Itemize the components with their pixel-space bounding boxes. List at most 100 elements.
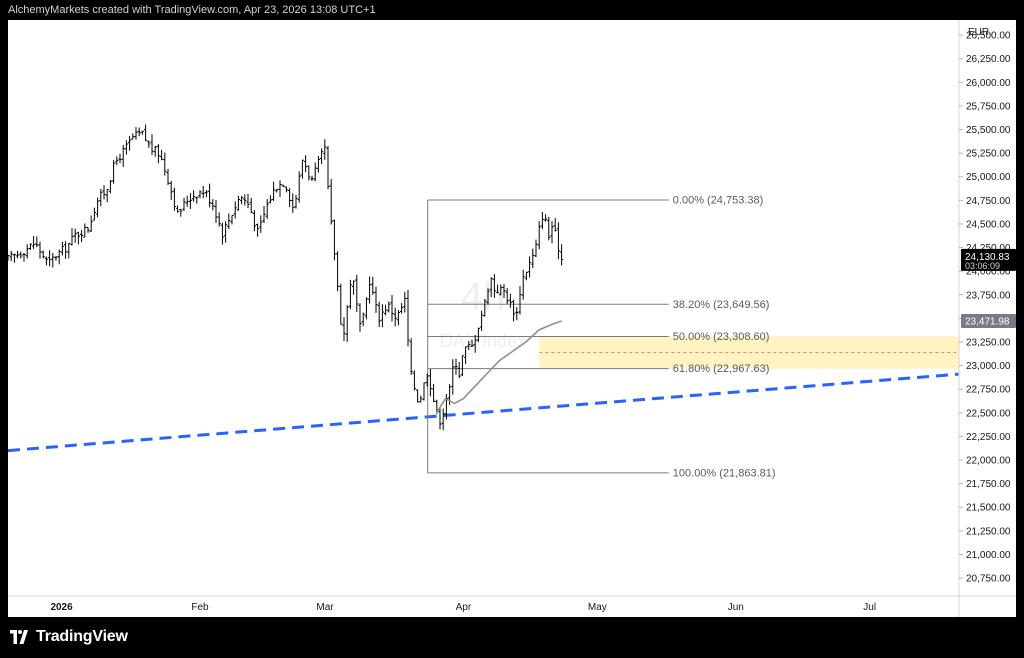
chart-background	[8, 20, 1016, 617]
ohlc-bar	[278, 180, 282, 198]
x-tick-label: Apr	[456, 602, 472, 613]
ohlc-bar	[160, 149, 164, 161]
ohlc-bar	[483, 298, 487, 317]
ohlc-bar	[502, 284, 506, 299]
ohlc-bar	[275, 188, 279, 193]
ohlc-bar	[460, 355, 464, 377]
ohlc-bar	[531, 248, 535, 269]
ohlc-bar	[268, 195, 272, 204]
ohlc-bar	[524, 271, 528, 281]
y-tick-label: 21,250.00	[966, 526, 1011, 537]
ohlc-bar	[99, 188, 103, 207]
ohlc-bar	[393, 307, 397, 327]
ohlc-bar	[169, 180, 173, 201]
y-tick-label: 21,500.00	[966, 503, 1011, 514]
last-price-badge	[961, 248, 1016, 271]
y-tick-label: 22,750.00	[966, 385, 1011, 396]
tradingview-logo-icon	[10, 630, 28, 644]
ohlc-bar	[470, 339, 474, 348]
y-tick-label: 22,250.00	[966, 432, 1011, 443]
ma-value-badge	[961, 314, 1016, 329]
ohlc-bar	[227, 213, 231, 229]
ohlc-bar	[316, 156, 320, 173]
ohlc-bar	[361, 312, 365, 327]
ohlc-bar	[28, 243, 32, 250]
ohlc-bar	[25, 244, 29, 259]
ohlc-bar	[204, 190, 208, 198]
ohlc-bar	[416, 389, 420, 403]
ohlc-bar	[246, 194, 250, 209]
fibonacci-layer[interactable]: 0.00% (24,753.38) 38.20% (23,649.56) 50.00…	[427, 195, 776, 480]
ohlc-bar	[560, 244, 564, 266]
ohlc-bar	[412, 370, 416, 391]
ohlc-bar	[336, 251, 340, 292]
fib-level-label: 38.20% (23,649.56)	[673, 299, 770, 311]
ohlc-bar	[374, 286, 378, 313]
ma-value-label: 23,471.98	[965, 317, 1010, 328]
ohlc-bar	[131, 133, 135, 140]
ohlc-bar	[422, 382, 426, 401]
ohlc-bar	[454, 358, 458, 375]
ohlc-bar	[310, 175, 314, 181]
ohlc-bar	[198, 190, 202, 199]
ohlc-bar	[9, 250, 13, 262]
time-axis[interactable]: 2026 Feb Mar Apr May Jun Jul	[50, 602, 876, 613]
ohlc-bar	[540, 212, 544, 229]
ohlc-bar	[217, 212, 221, 227]
ohlc-bar	[364, 297, 368, 320]
price-chart[interactable]: 4h DAX Index 0.00% (24,753.38) 38.20% (23…	[6, 20, 1016, 617]
ohlc-bar	[467, 340, 471, 351]
ohlc-bar	[67, 242, 71, 259]
y-tick-label: 21,000.00	[966, 550, 1011, 561]
ohlc-bar	[208, 183, 212, 208]
ohlc-bar	[137, 127, 141, 137]
ohlc-bar	[105, 188, 109, 203]
ohlc-bar	[102, 185, 106, 200]
ohlc-bar	[188, 193, 192, 209]
ohlc-bar	[185, 195, 189, 207]
ohlc-bar	[243, 194, 247, 206]
ohlc-bar	[294, 194, 298, 209]
ohlc-bar	[220, 222, 224, 245]
support-trendline[interactable]	[7, 372, 960, 453]
ohlc-bar	[499, 284, 503, 296]
y-tick-label: 25,750.00	[966, 101, 1011, 112]
ohlc-bar	[92, 207, 96, 221]
tradingview-brand: TradingView	[36, 628, 128, 645]
ohlc-bar	[179, 208, 183, 217]
watermark-symbol: DAX Index	[440, 331, 526, 351]
y-tick-label: 22,000.00	[966, 456, 1011, 467]
y-tick-label: 24,250.00	[966, 243, 1011, 254]
y-tick-label: 22,500.00	[966, 408, 1011, 419]
ohlc-bar	[326, 146, 330, 190]
ohlc-bar	[51, 252, 55, 268]
chart-attribution: AlchemyMarkets created with TradingView.…	[8, 4, 376, 16]
ohlc-bar	[508, 293, 512, 308]
ohlc-bar	[108, 179, 112, 194]
chart-area[interactable]: 4h DAX Index 0.00% (24,753.38) 38.20% (23…	[6, 20, 1016, 617]
ohlc-bar	[451, 359, 455, 395]
ohlc-bar	[438, 406, 442, 430]
y-tick-label: 23,000.00	[966, 361, 1011, 372]
ohlc-bar	[284, 186, 288, 193]
ohlc-bar	[457, 362, 461, 379]
fib-level-label: 0.00% (24,753.38)	[673, 195, 764, 207]
ohlc-bar	[112, 159, 116, 184]
ohlc-bar	[323, 139, 327, 160]
ohlc-bar	[518, 286, 522, 315]
ohlc-bar	[390, 295, 394, 322]
y-tick-label: 23,750.00	[966, 290, 1011, 301]
ohlc-bar	[377, 301, 381, 327]
ohlc-bar	[288, 188, 292, 207]
ohlc-bar	[537, 221, 541, 250]
ohlc-bar	[473, 334, 477, 353]
ohlc-bar	[320, 148, 324, 165]
ohlc-bar	[144, 124, 148, 142]
moving-average-line	[435, 320, 562, 414]
ohlc-bar	[86, 226, 90, 233]
trendline-layer[interactable]	[7, 372, 960, 453]
ohlc-bar	[134, 127, 138, 140]
ohlc-bar	[224, 221, 228, 243]
